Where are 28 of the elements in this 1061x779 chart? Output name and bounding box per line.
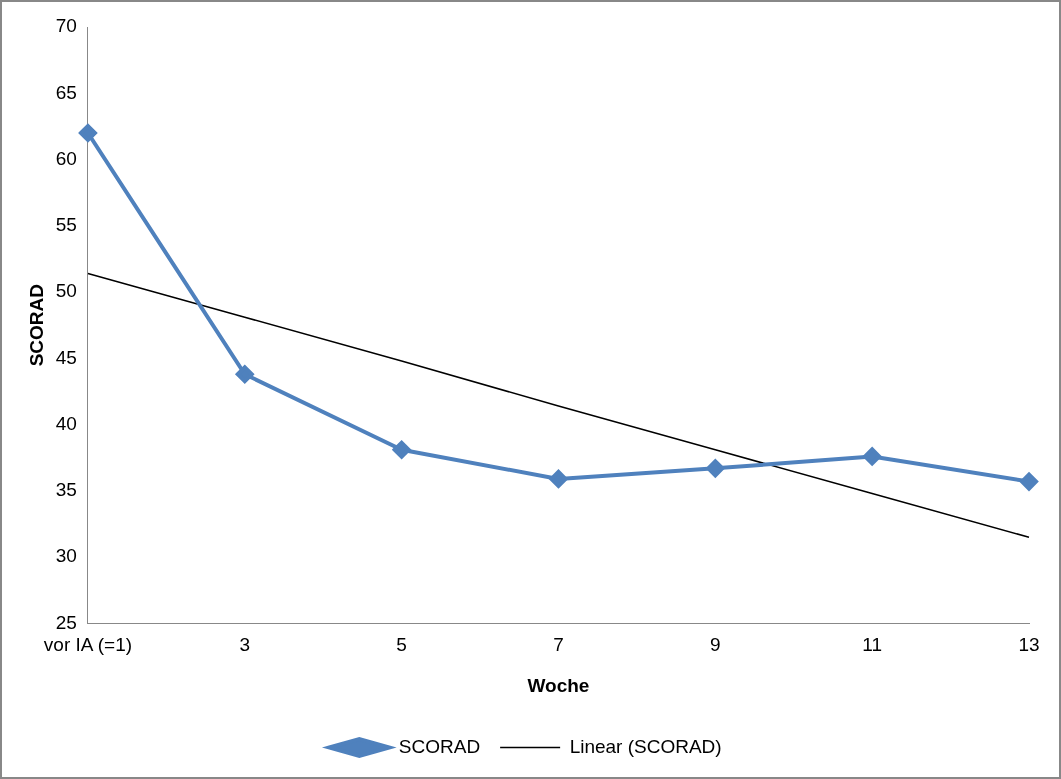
legend-label: SCORAD	[398, 735, 481, 757]
point	[78, 124, 97, 143]
y-tick-label: 35	[55, 479, 77, 501]
legend-label: Linear (SCORAD)	[569, 735, 722, 757]
x-tick-label: 9	[710, 634, 721, 656]
x-tick-label: 7	[553, 634, 564, 656]
point	[549, 469, 568, 488]
y-axis-title: SCORAD	[25, 284, 47, 367]
point	[1020, 472, 1038, 491]
x-tick-label: 5	[396, 634, 407, 656]
x-tick-label: vor IA (=1)	[43, 634, 133, 656]
point	[863, 447, 882, 466]
x-tick-label: 3	[239, 634, 251, 656]
y-tick-label: 30	[55, 545, 77, 567]
x-tick-label: 13	[1018, 634, 1040, 656]
y-tick-label: 70	[55, 15, 77, 37]
y-tick-label: 50	[55, 280, 77, 302]
y-tick-label: 55	[55, 214, 77, 236]
point	[235, 365, 254, 384]
x-tick-label: 11	[862, 634, 883, 656]
y-tick-label: 65	[55, 81, 77, 103]
y-tick-label: 45	[55, 346, 77, 368]
y-tick-label: 60	[55, 147, 77, 169]
point	[392, 440, 411, 459]
x-axis-title: Woche	[527, 674, 590, 696]
point	[706, 459, 725, 478]
y-tick-label: 25	[55, 611, 77, 633]
y-tick-label: 40	[55, 412, 77, 434]
